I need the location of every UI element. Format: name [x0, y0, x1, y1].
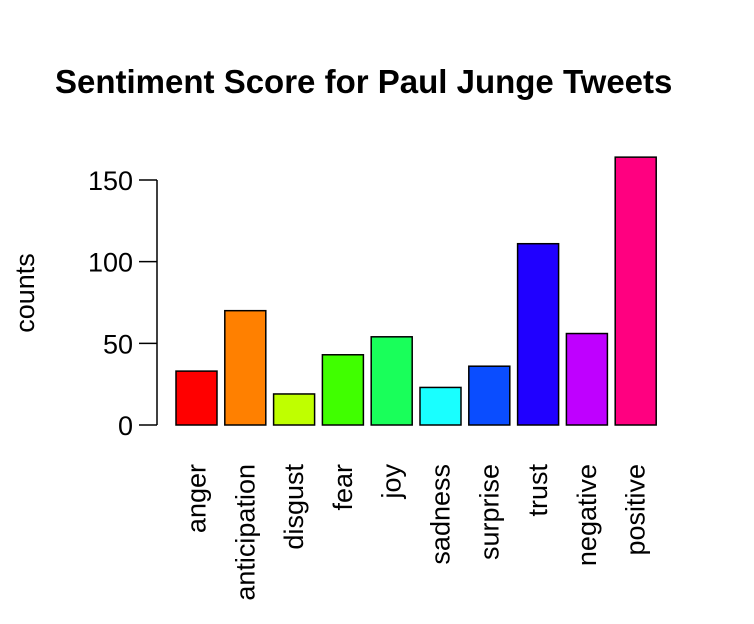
category-label-negative: negative	[572, 464, 602, 566]
y-tick-label: 100	[88, 248, 133, 278]
bar-surprise	[468, 365, 511, 426]
y-axis: 0 50 100 150	[88, 166, 158, 441]
category-label-trust: trust	[523, 464, 553, 517]
category-label-positive: positive	[621, 464, 651, 556]
bars-group	[175, 156, 657, 426]
category-label-joy: joy	[377, 464, 407, 500]
category-labels: anger anticipation disgust fear joy sadness su…	[182, 464, 651, 601]
category-label-disgust: disgust	[279, 464, 309, 550]
category-label-anger: anger	[182, 464, 212, 533]
bar-positive	[614, 156, 657, 426]
y-tick-label: 0	[118, 411, 133, 441]
bar-trust	[516, 242, 560, 426]
category-label-surprise: surprise	[474, 464, 504, 560]
category-label-fear: fear	[328, 464, 358, 511]
bar-disgust	[272, 393, 316, 426]
chart-title: Sentiment Score for Paul Junge Tweets	[55, 63, 672, 100]
bar-anticipation	[224, 309, 267, 426]
bar-fear	[321, 354, 365, 426]
category-label-anticipation: anticipation	[230, 464, 260, 601]
y-tick-label: 150	[88, 166, 133, 196]
bar-sadness	[419, 386, 462, 426]
bar-negative	[565, 332, 609, 426]
category-label-sadness: sadness	[426, 464, 456, 565]
y-axis-label: counts	[10, 253, 40, 333]
bar-joy	[370, 336, 413, 426]
bar-anger	[175, 370, 218, 426]
y-tick-label: 50	[103, 329, 133, 359]
